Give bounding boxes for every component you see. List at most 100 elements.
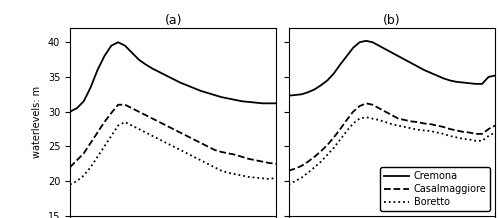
Casalmaggiore	[454, 129, 460, 132]
Boretto	[344, 130, 349, 132]
Cremona	[472, 83, 478, 85]
Boretto	[331, 146, 337, 149]
Casalmaggiore	[292, 167, 298, 170]
Casalmaggiore	[363, 102, 369, 105]
Boretto	[454, 136, 460, 139]
Cremona	[363, 39, 369, 42]
Cremona	[356, 41, 362, 44]
Casalmaggiore	[324, 144, 330, 146]
Cremona	[460, 81, 466, 84]
Cremona	[486, 76, 492, 78]
Cremona	[298, 93, 304, 96]
Casalmaggiore	[382, 110, 388, 113]
Casalmaggiore	[428, 123, 434, 126]
Cremona	[408, 62, 414, 64]
Cremona	[324, 79, 330, 82]
Boretto	[447, 135, 453, 137]
Y-axis label: waterlevels: m: waterlevels: m	[32, 86, 42, 158]
Title: (b): (b)	[383, 14, 400, 27]
Casalmaggiore	[338, 128, 344, 130]
Boretto	[370, 117, 376, 120]
Line: Casalmaggiore: Casalmaggiore	[288, 103, 495, 171]
Cremona	[479, 83, 485, 85]
Boretto	[356, 117, 362, 120]
Boretto	[408, 127, 414, 130]
Boretto	[338, 138, 344, 141]
Casalmaggiore	[434, 124, 440, 127]
Boretto	[286, 183, 292, 186]
Line: Boretto: Boretto	[288, 117, 495, 185]
Boretto	[414, 128, 420, 131]
Casalmaggiore	[492, 124, 498, 127]
Casalmaggiore	[344, 119, 349, 121]
Cremona	[414, 65, 420, 68]
Boretto	[434, 131, 440, 134]
Line: Cremona: Cremona	[288, 41, 495, 96]
Casalmaggiore	[318, 150, 324, 153]
Casalmaggiore	[396, 117, 402, 120]
Casalmaggiore	[402, 119, 407, 121]
Cremona	[350, 46, 356, 49]
Casalmaggiore	[414, 121, 420, 123]
Casalmaggiore	[421, 122, 427, 125]
Casalmaggiore	[389, 114, 395, 116]
Cremona	[454, 80, 460, 83]
Casalmaggiore	[350, 110, 356, 113]
Casalmaggiore	[408, 120, 414, 123]
Cremona	[447, 79, 453, 82]
Cremona	[370, 41, 376, 44]
Cremona	[331, 72, 337, 75]
Cremona	[428, 72, 434, 74]
Boretto	[305, 172, 311, 174]
Cremona	[402, 58, 407, 61]
Casalmaggiore	[298, 165, 304, 167]
Casalmaggiore	[447, 128, 453, 130]
Cremona	[396, 55, 402, 57]
Boretto	[472, 140, 478, 142]
Boretto	[466, 138, 472, 141]
Boretto	[486, 135, 492, 137]
Boretto	[382, 121, 388, 123]
Cremona	[305, 91, 311, 94]
Casalmaggiore	[370, 103, 376, 106]
Cremona	[286, 94, 292, 97]
Cremona	[389, 51, 395, 54]
Cremona	[312, 88, 318, 91]
Boretto	[350, 122, 356, 125]
Casalmaggiore	[331, 136, 337, 139]
Title: (a): (a)	[164, 14, 182, 27]
Cremona	[466, 82, 472, 85]
Boretto	[376, 119, 382, 121]
Cremona	[440, 77, 446, 80]
Cremona	[382, 48, 388, 51]
Casalmaggiore	[376, 107, 382, 109]
Cremona	[492, 74, 498, 77]
Casalmaggiore	[486, 128, 492, 130]
Boretto	[389, 123, 395, 126]
Cremona	[344, 55, 349, 57]
Boretto	[312, 166, 318, 169]
Boretto	[479, 140, 485, 142]
Cremona	[434, 74, 440, 77]
Casalmaggiore	[286, 169, 292, 172]
Cremona	[318, 84, 324, 87]
Boretto	[324, 153, 330, 156]
Casalmaggiore	[312, 155, 318, 158]
Boretto	[298, 176, 304, 179]
Boretto	[492, 131, 498, 134]
Casalmaggiore	[472, 133, 478, 135]
Cremona	[338, 63, 344, 66]
Boretto	[402, 126, 407, 128]
Casalmaggiore	[479, 133, 485, 135]
Boretto	[318, 160, 324, 163]
Boretto	[460, 137, 466, 140]
Boretto	[396, 124, 402, 127]
Boretto	[363, 116, 369, 119]
Casalmaggiore	[466, 131, 472, 134]
Cremona	[376, 44, 382, 47]
Cremona	[292, 94, 298, 96]
Casalmaggiore	[460, 131, 466, 133]
Boretto	[292, 180, 298, 182]
Boretto	[421, 129, 427, 132]
Legend: Cremona, Casalmaggiore, Boretto: Cremona, Casalmaggiore, Boretto	[380, 167, 490, 211]
